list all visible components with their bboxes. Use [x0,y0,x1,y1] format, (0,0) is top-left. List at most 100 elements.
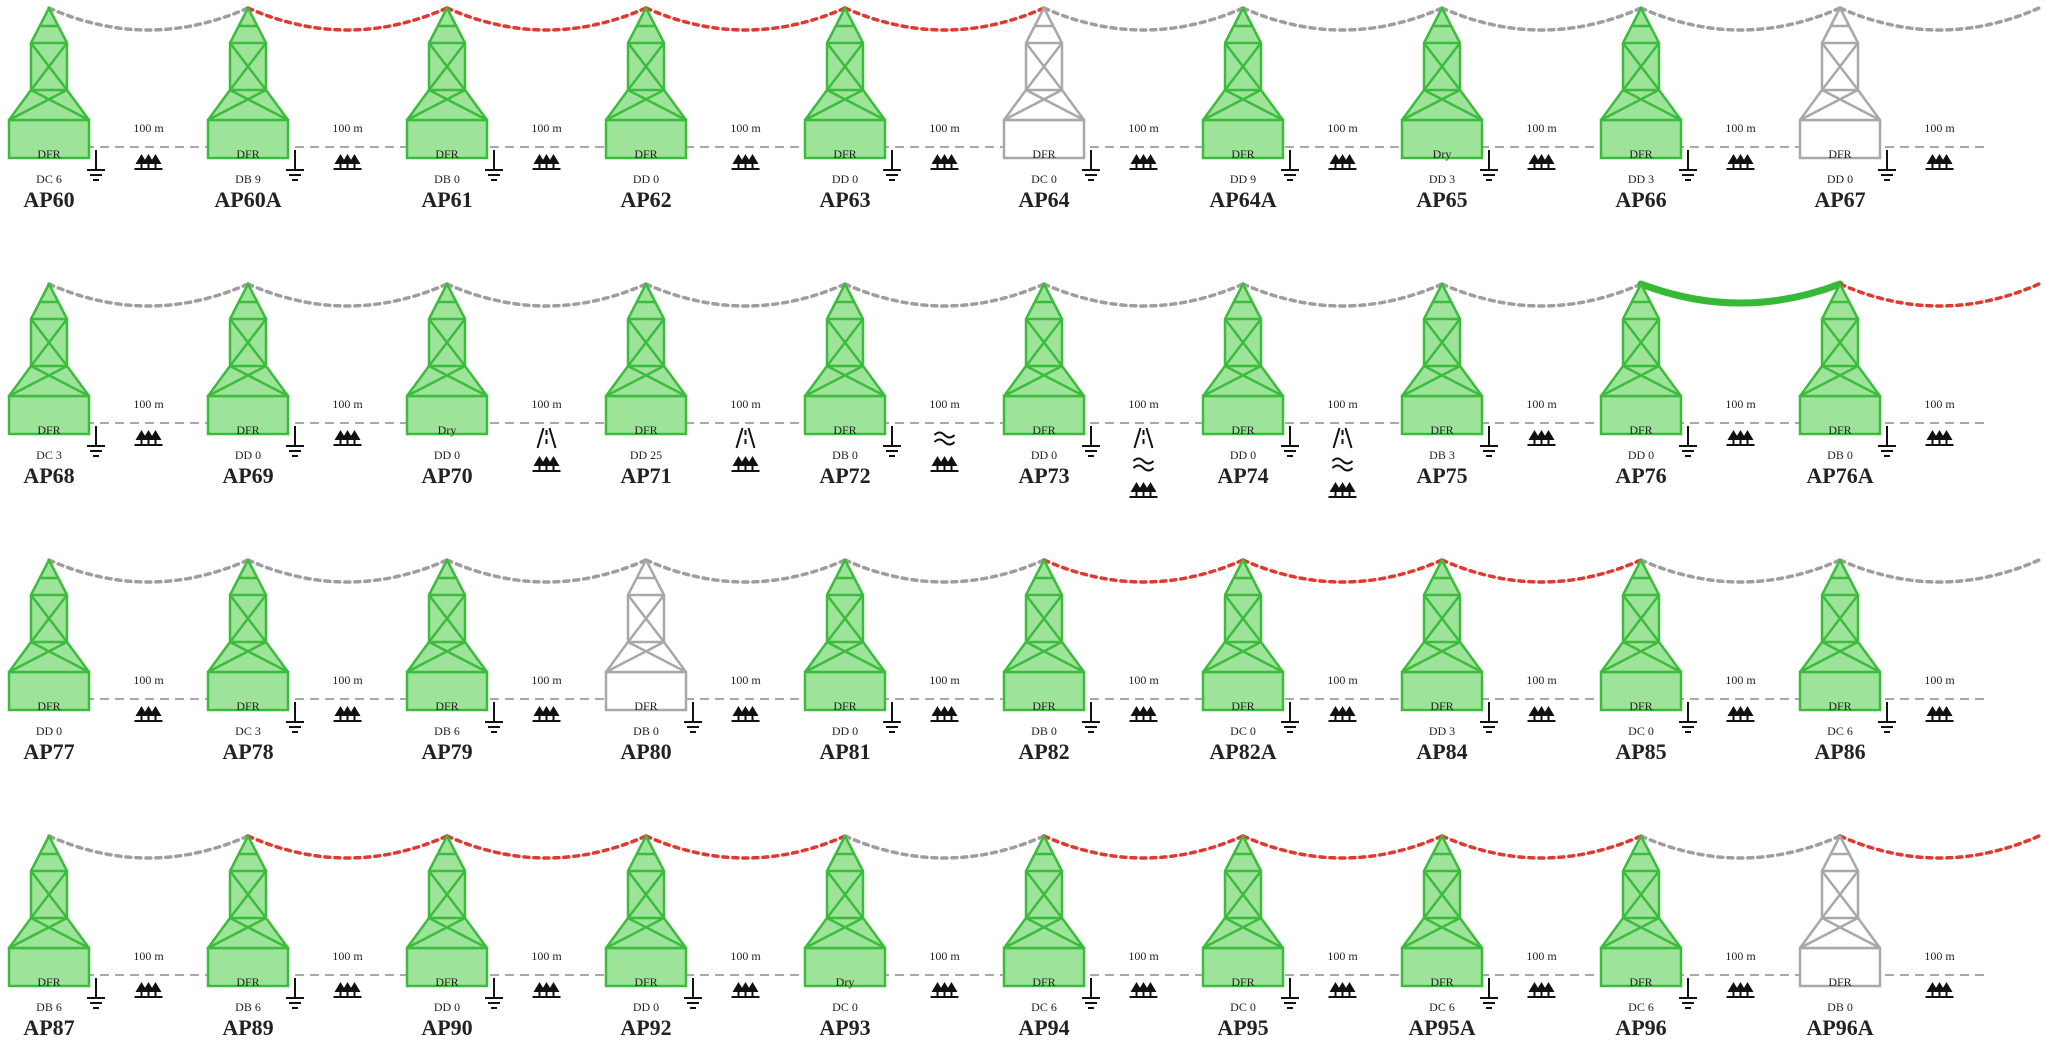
tower-type-label: DFR [1032,975,1055,989]
tower-name-label: AP89 [222,1015,273,1040]
trees-icon [731,456,760,472]
conductor-span [1639,834,1842,860]
tower-lattice [206,282,290,398]
tower-base [1400,394,1484,436]
tower-base [803,394,887,436]
tower-lattice [1201,282,1285,398]
tower-lattice [206,6,290,122]
tower-type-label: DFR [37,975,60,989]
tower-name-label: AP74 [1217,463,1268,488]
tower-lattice [1201,558,1285,674]
ground-icon [286,702,304,733]
conductor-span [1241,6,1444,32]
conductor-span [1440,282,1643,308]
span-length-label: 100 m [133,397,164,411]
trees-icon [134,430,163,446]
conductor-span [47,6,250,32]
span-length-label: 100 m [531,121,562,135]
tower-type-label: DFR [833,147,856,161]
tower-base [206,946,290,988]
tower-name-label: AP86 [1814,739,1865,764]
ground-icon [1480,150,1498,181]
ground-icon [1679,150,1697,181]
tower-base [1201,670,1285,712]
tower-lattice [1400,282,1484,398]
ground-icon [1878,702,1896,733]
tower-name-label: AP78 [222,739,273,764]
tower-base [1002,118,1086,160]
ground-icon [1679,426,1697,457]
tower-base [7,670,91,712]
ground-icon [286,150,304,181]
trees-icon [1925,982,1954,998]
tower-lattice [604,834,688,950]
tower-type-label: DFR [1231,975,1254,989]
tower-lattice [803,834,887,950]
span-length-label: 100 m [1128,673,1159,687]
tower-lattice [604,282,688,398]
tower-name-label: AP66 [1615,187,1666,212]
conductor-span [1838,282,2041,308]
tower-code-label: DC 0 [832,1000,858,1014]
tower-type-label: DFR [634,423,657,437]
trees-icon [930,706,959,722]
trees-icon [1129,706,1158,722]
span-length-label: 100 m [1327,397,1358,411]
ground-icon [1679,702,1697,733]
span-length-label: 100 m [730,121,761,135]
tower-name-label: AP64 [1018,187,1069,212]
tower-code-label: DD 0 [832,172,858,186]
conductor-span [1639,558,1842,584]
trees-icon [1328,482,1357,498]
tower-lattice [1400,834,1484,950]
tower-lattice [1002,282,1086,398]
span-length-label: 100 m [929,121,960,135]
road-icon [1133,427,1154,449]
conductor-span [1241,558,1444,584]
tower-name-label: AP85 [1615,739,1666,764]
tower-row: 100 m 100 m 100 m 100 m 100 m 100 m 100 m 100 m… [7,834,2041,1040]
tower-name-label: AP69 [222,463,273,488]
tower-type-label: DFR [1629,423,1652,437]
